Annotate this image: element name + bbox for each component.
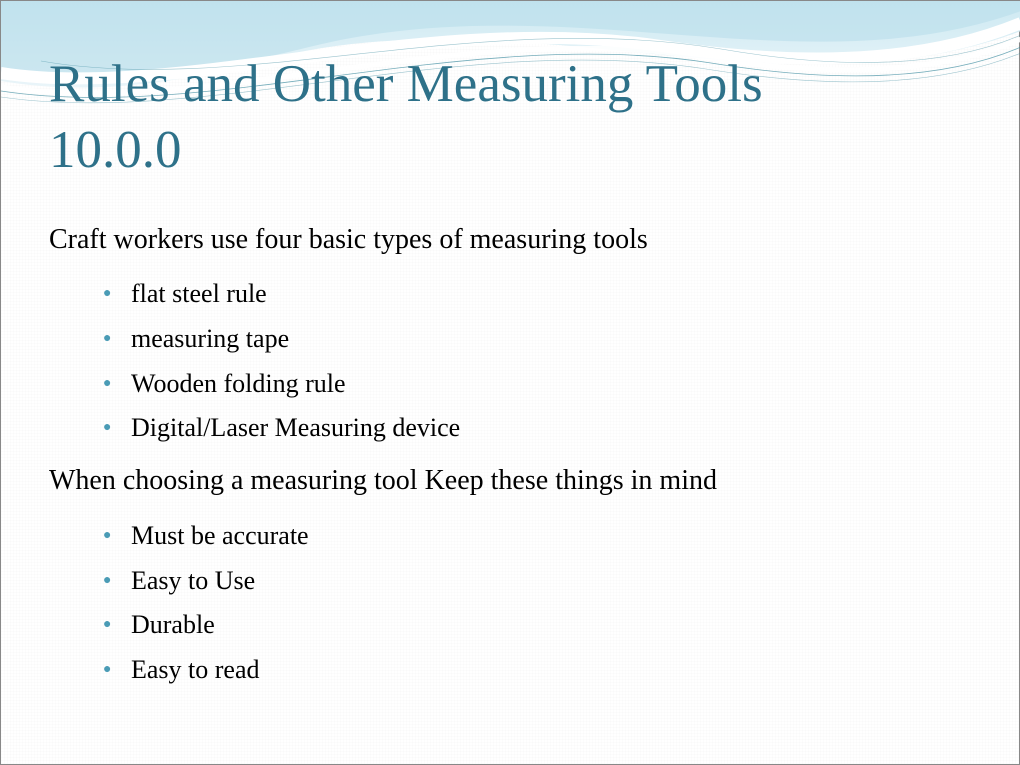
list-item: Wooden folding rule <box>131 362 971 407</box>
list-item: Digital/Laser Measuring device <box>131 406 971 451</box>
list-item: Easy to Use <box>131 559 971 604</box>
section1-intro: Craft workers use four basic types of me… <box>49 218 971 263</box>
title-line-2: 10.0.0 <box>49 121 182 179</box>
section2-bullets: Must be accurate Easy to Use Durable Eas… <box>49 514 971 693</box>
list-item: Easy to read <box>131 648 971 693</box>
section2-intro: When choosing a measuring tool Keep thes… <box>49 459 971 504</box>
slide-content: Rules and Other Measuring Tools 10.0.0 C… <box>1 1 1019 741</box>
list-item: measuring tape <box>131 317 971 362</box>
section1-bullets: flat steel rule measuring tape Wooden fo… <box>49 272 971 451</box>
title-line-1: Rules and Other Measuring Tools <box>49 55 763 113</box>
list-item: Must be accurate <box>131 514 971 559</box>
list-item: flat steel rule <box>131 272 971 317</box>
list-item: Durable <box>131 603 971 648</box>
slide-title: Rules and Other Measuring Tools 10.0.0 <box>49 51 971 184</box>
